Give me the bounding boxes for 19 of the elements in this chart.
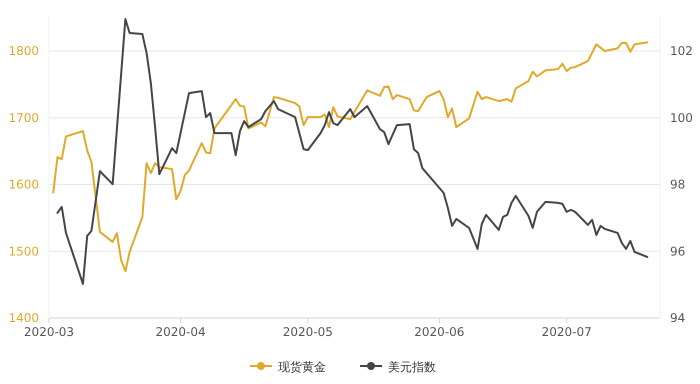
x-tick-label: 2020-04 [155, 325, 206, 339]
y-tick-label: 1600 [8, 178, 39, 192]
y-tick-label: 1800 [8, 44, 39, 58]
x-tick-label: 2020-03 [24, 325, 74, 339]
y2-tick-label: 98 [670, 178, 686, 192]
y2-tick-label: 102 [670, 44, 693, 58]
y2-tick-label: 94 [670, 311, 686, 325]
y-tick-label: 1500 [8, 244, 39, 258]
y2-tick-label: 96 [670, 244, 686, 258]
x-tick-label: 2020-07 [542, 325, 592, 339]
y-tick-label: 1700 [8, 110, 39, 125]
y-tick-label: 1400 [8, 311, 39, 325]
legend-item: 美元指数 [360, 360, 436, 374]
legend-label: 现货黄金 [278, 360, 326, 374]
legend-item: 现货黄金 [250, 360, 326, 374]
x-tick-label: 2020-05 [282, 325, 333, 339]
y2-tick-label: 100 [670, 110, 693, 125]
legend-label: 美元指数 [388, 360, 436, 374]
x-tick-label: 2020-06 [414, 325, 464, 339]
